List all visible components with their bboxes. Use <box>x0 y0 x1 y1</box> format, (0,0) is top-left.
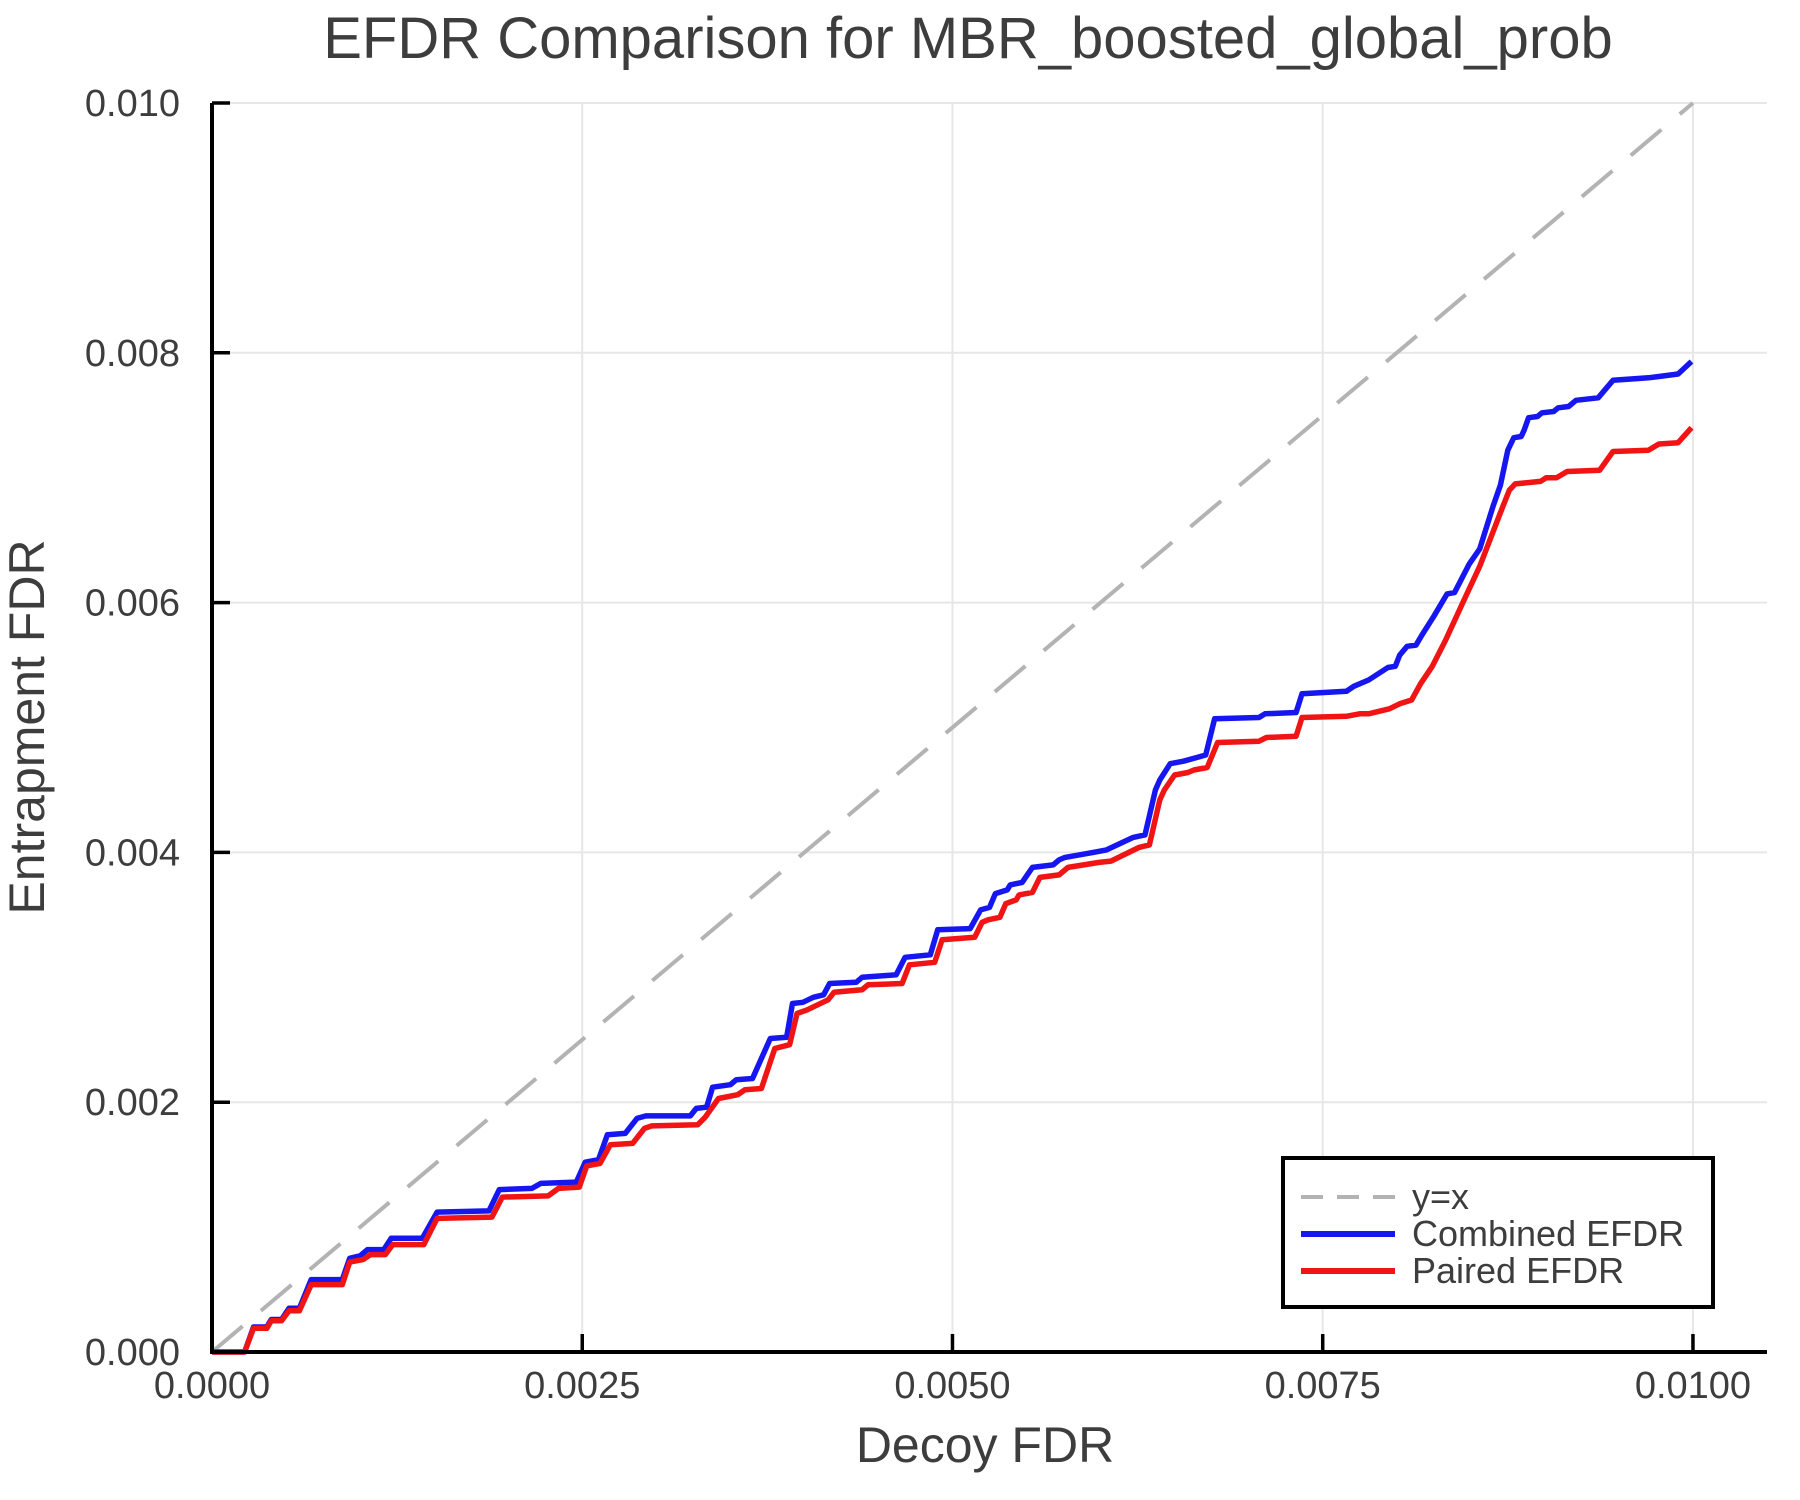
chart-title: EFDR Comparison for MBR_boosted_global_p… <box>323 6 1613 71</box>
y-tick-label: 0.006 <box>85 583 180 625</box>
y-tick-label: 0.000 <box>85 1332 180 1374</box>
series-line-combined-efdr <box>212 359 1694 1355</box>
x-tick-label: 0.0050 <box>894 1365 1010 1407</box>
legend-label-paired: Paired EFDR <box>1412 1250 1624 1291</box>
data-series <box>212 359 1694 1355</box>
x-tick-label: 0.0100 <box>1635 1365 1751 1407</box>
y-axis-label: Entrapment FDR <box>0 539 55 914</box>
y-tick-label: 0.010 <box>85 83 180 125</box>
axis-ticks <box>210 101 1695 1354</box>
yx-reference-line <box>210 101 1695 1354</box>
y-tick-label: 0.008 <box>85 333 180 375</box>
legend: y=x Combined EFDR Paired EFDR <box>1281 1156 1715 1309</box>
x-tick-label: 0.0025 <box>524 1365 640 1407</box>
y-tick-label: 0.004 <box>85 832 180 874</box>
axis-tick-labels: 0.0000 0.0025 0.0050 0.0075 0.0100 0.000 0.002… <box>85 83 1751 1407</box>
y-tick-label: 0.002 <box>85 1082 180 1124</box>
legend-label-combined: Combined EFDR <box>1412 1213 1684 1254</box>
x-tick-label: 0.0000 <box>154 1365 270 1407</box>
legend-label-yx: y=x <box>1412 1176 1469 1217</box>
series-line-paired-efdr <box>212 425 1694 1355</box>
x-axis-label: Decoy FDR <box>856 1417 1114 1473</box>
reference-line-yx <box>210 101 1695 1354</box>
x-tick-label: 0.0075 <box>1265 1365 1381 1407</box>
